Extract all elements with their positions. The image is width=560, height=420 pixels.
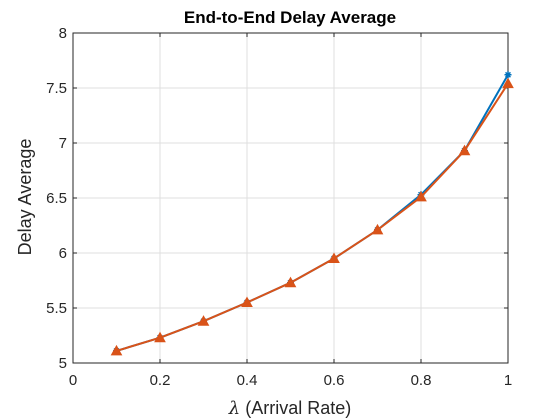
x-tick-label: 0.8: [411, 372, 432, 389]
y-tick-label: 7: [59, 135, 67, 152]
series-2-point: [328, 252, 340, 263]
x-tick-label: 0: [69, 372, 77, 389]
y-tick-label: 6: [59, 245, 67, 262]
series-2-point: [458, 144, 471, 156]
series-layer: [110, 71, 514, 356]
y-tick-labels: 5 5.5 6 6.5 7 7.5 8: [46, 25, 67, 372]
series-2-point: [154, 331, 166, 343]
x-tick-label: 0.6: [324, 372, 345, 389]
x-tick-label: 1: [504, 372, 512, 389]
y-axis-label: Delay Average: [15, 139, 35, 256]
series-2-point: [415, 190, 427, 202]
series-2-point: [110, 344, 123, 356]
series-2-point: [241, 296, 253, 307]
x-tick-label: 0.4: [237, 372, 258, 389]
series-1-point: [504, 71, 512, 79]
x-axis-label: λ (Arrival Rate): [228, 398, 351, 419]
y-tick-label: 5: [59, 355, 67, 372]
series-2: [110, 77, 514, 356]
x-axis-label-text: (Arrival Rate): [240, 398, 351, 418]
series-2-line: [116, 83, 509, 352]
x-axis-label-symbol: λ: [228, 398, 240, 419]
series-2-point: [284, 276, 297, 288]
series-2-point: [371, 223, 384, 235]
y-tick-label: 7.5: [46, 80, 67, 97]
y-tick-label: 6.5: [46, 190, 67, 207]
chart-title: End-to-End Delay Average: [184, 8, 396, 27]
x-tick-label: 0.2: [150, 372, 171, 389]
series-2-point: [502, 77, 514, 89]
y-tick-label: 8: [59, 25, 67, 42]
x-tick-labels: 0 0.2 0.4 0.6 0.8 1: [69, 372, 512, 389]
y-tick-label: 5.5: [46, 300, 67, 317]
series-2-point: [197, 315, 210, 326]
